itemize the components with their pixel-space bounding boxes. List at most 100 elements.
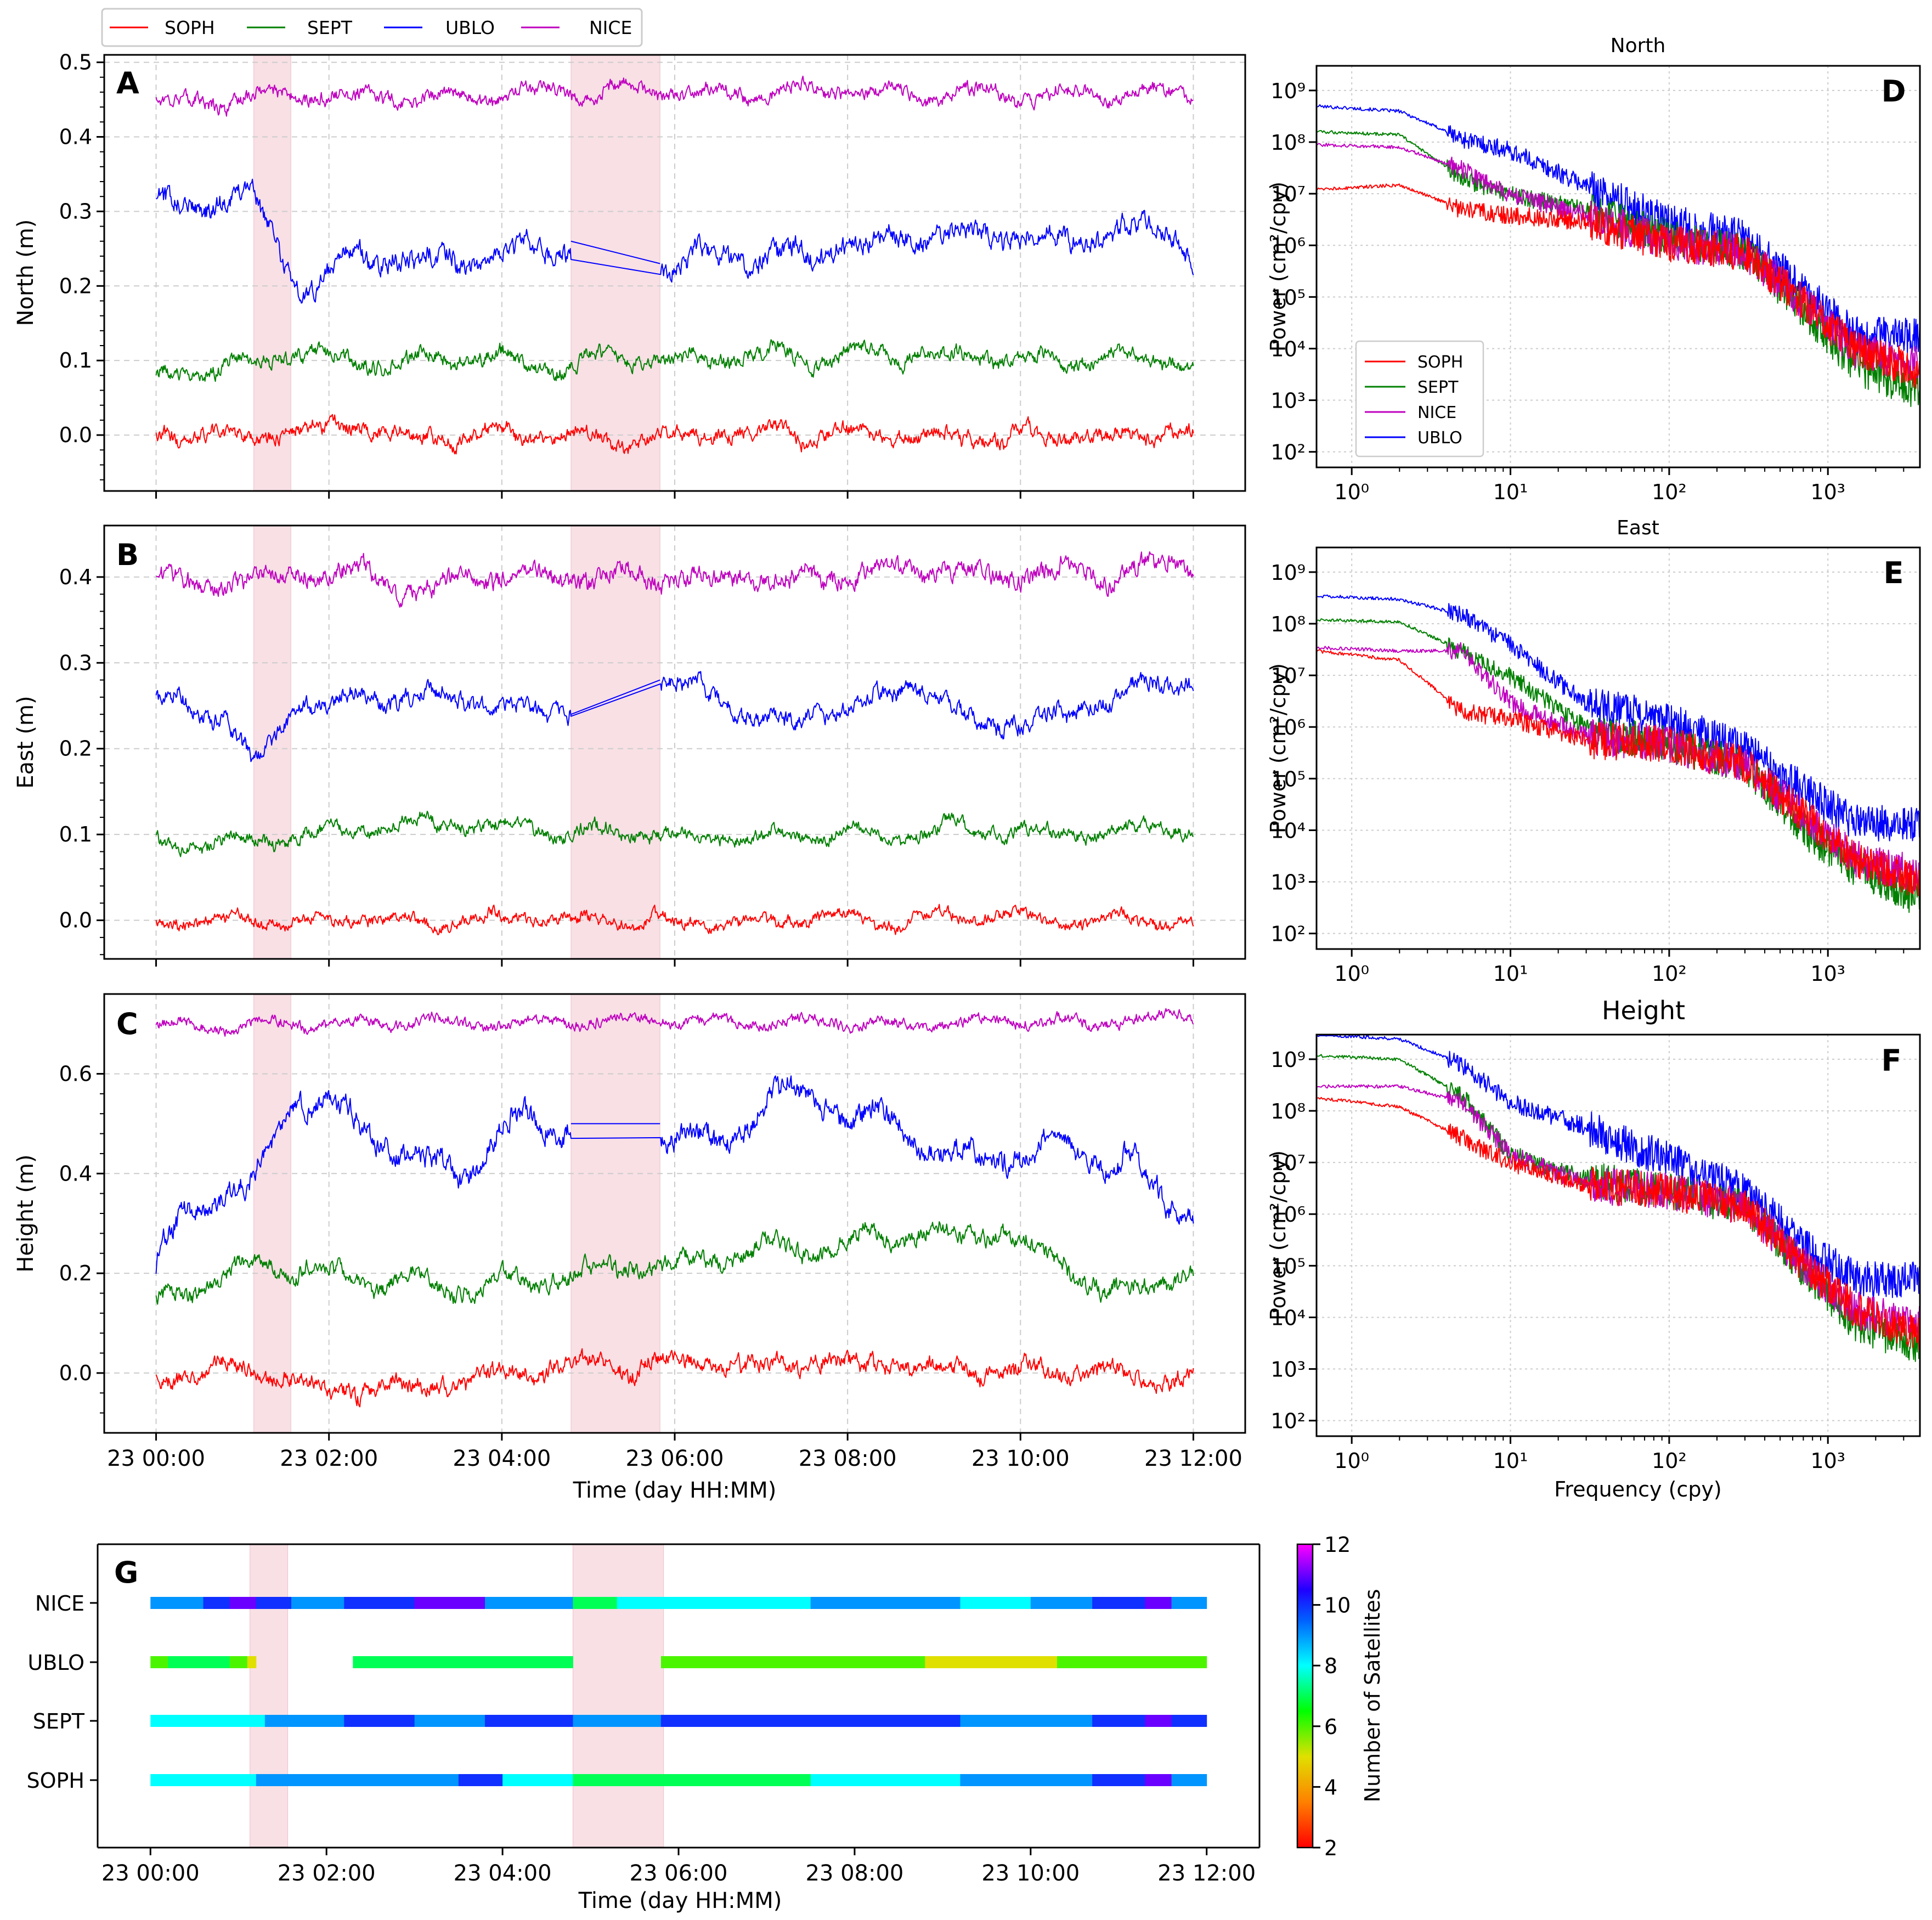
series-line-sept <box>155 810 1194 857</box>
series-line-sept <box>155 1221 1194 1305</box>
ytick-label: 10⁹ <box>1270 561 1306 585</box>
ytick-label: 10⁹ <box>1270 1048 1306 1072</box>
panel-b-shaded-interval-2 <box>570 525 660 959</box>
satellite-bar-nice <box>1171 1597 1207 1609</box>
panel-e-series <box>1316 594 1920 913</box>
psd-line-soph <box>1316 1097 1920 1352</box>
satellite-bar-sept <box>573 1715 662 1727</box>
panel-c-height: 0.00.20.40.6 23 00:00 23 02:00 23 04:00 23 … <box>13 993 1246 1503</box>
panel-g-satellites: NICE UBLO SEPT SOPH 23 00:00 23 02:00 23 04:00… <box>26 1533 1385 1913</box>
xtick-label: 23 10:00 <box>971 1446 1070 1471</box>
legend-label-soph: SOPH <box>165 17 215 38</box>
ytick-label: 10² <box>1270 1409 1306 1433</box>
series-gap-ublo <box>570 679 660 715</box>
panel-c-series <box>155 1008 1194 1408</box>
satellite-bar-nice <box>1092 1597 1145 1609</box>
satellite-bar-soph <box>1092 1774 1145 1786</box>
row-label: SOPH <box>26 1769 84 1793</box>
xtick-label: 23 02:00 <box>278 1861 376 1886</box>
colorbar: 2 4 6 8 10 12 Number of Satellites <box>1296 1533 1385 1860</box>
series-line-ublo <box>155 671 1194 763</box>
ytick-label: 0.4 <box>59 1161 92 1185</box>
panel-a-ylabel: North (m) <box>13 219 38 326</box>
colorbar-ticks: 2 4 6 8 10 12 <box>1313 1533 1351 1860</box>
panel-f-grid <box>1317 1035 1920 1436</box>
ytick-label: 10² <box>1270 441 1306 465</box>
xtick-label: 23 06:00 <box>630 1861 728 1886</box>
satellite-bar-sept <box>960 1715 1093 1727</box>
satellite-bar-ublo <box>925 1656 1058 1668</box>
ytick-label: 10⁸ <box>1270 131 1306 155</box>
ytick-label: 10⁶ <box>1270 1202 1306 1227</box>
panel-b-ylabel: East (m) <box>13 696 38 788</box>
panel-f-series <box>1316 1035 1920 1362</box>
satellite-bar-sept <box>1145 1715 1172 1727</box>
series-line-sept <box>155 339 1194 382</box>
panel-b-east: 0.0 0.1 0.2 0.3 0.4 B East (m) <box>13 524 1246 967</box>
satellite-bar-nice <box>960 1597 1031 1609</box>
xtick-label: 10¹ <box>1493 480 1528 504</box>
ytick-label: 0.1 <box>59 822 92 846</box>
ytick-label: 0.4 <box>59 125 92 149</box>
satellite-bar-sept <box>660 1715 961 1727</box>
panel-g-ticks: NICE UBLO SEPT SOPH 23 00:00 23 02:00 23 04:00… <box>26 1591 1256 1886</box>
satellite-bar-soph <box>660 1774 811 1786</box>
psd-line-nice <box>1316 1084 1920 1336</box>
ytick-label: 10⁶ <box>1270 234 1306 258</box>
psd-line-soph <box>1316 649 1920 896</box>
panel-b-letter: B <box>116 538 139 572</box>
xtick-label: 23 08:00 <box>799 1446 897 1471</box>
series-line-soph <box>155 903 1194 935</box>
satellite-bar-ublo <box>150 1656 168 1668</box>
satellite-bar-nice <box>669 1597 811 1609</box>
colorbar-scale <box>1296 1543 1314 1849</box>
psd-line-sept <box>1316 1054 1920 1362</box>
psd-legend-label-sept: SEPT <box>1417 378 1459 397</box>
ytick-label: 0.2 <box>59 737 92 761</box>
satellite-bar-ublo <box>660 1656 820 1668</box>
legend-label-sept: SEPT <box>307 17 353 38</box>
ytick-label: 10⁵ <box>1270 285 1306 309</box>
ytick-label: 10⁵ <box>1270 1254 1306 1278</box>
ytick-label: 10⁷ <box>1270 664 1306 688</box>
panel-g-bars <box>150 1597 1207 1786</box>
panel-c-xlabel: Time (day HH:MM) <box>573 1478 777 1503</box>
satellite-bar-soph <box>1145 1774 1172 1786</box>
panel-d-title: North <box>1611 35 1666 57</box>
satellite-bar-sept <box>485 1715 573 1727</box>
top-legend: SOPH SEPT UBLO NICE <box>101 8 643 47</box>
psd-line-sept <box>1316 618 1920 913</box>
satellite-bar-nice <box>485 1597 573 1609</box>
series-line-nice <box>155 75 1194 117</box>
panel-f-letter: F <box>1882 1043 1902 1078</box>
panel-d-north-psd: 10⁰ 10¹ 10² 10³ 10² 10³ 10⁴ 10⁵ 10⁶ 10⁷ 10⁸ 10⁹ Nor… <box>1266 35 1921 504</box>
legend-label-nice: NICE <box>589 17 632 38</box>
series-line-nice <box>156 551 1194 608</box>
xtick-label: 10² <box>1652 480 1687 504</box>
satellite-bar-nice <box>617 1597 670 1609</box>
panel-f-frame <box>1315 1034 1921 1437</box>
ytick-label: 0.3 <box>59 651 92 675</box>
ytick-label: 10⁹ <box>1270 79 1306 103</box>
ytick-label: 10⁶ <box>1270 715 1306 739</box>
panel-f-height-psd: 10⁰ 10¹ 10² 10³ 10² 10³ 10⁴ 10⁵ 10⁶ 10⁷ 10⁸ 10⁹ Hei… <box>1266 996 1921 1501</box>
panel-f-ylabel: Power (cm²/cpy) <box>1266 1150 1290 1320</box>
satellite-bar-sept <box>344 1715 415 1727</box>
ytick-label: 10⁵ <box>1270 767 1306 791</box>
legend-frame <box>101 8 643 47</box>
xtick-label: 10⁰ <box>1334 1449 1369 1473</box>
panel-d-series <box>1316 104 1920 407</box>
panel-d-frame <box>1315 65 1921 468</box>
satellite-bar-nice <box>1030 1597 1093 1609</box>
panel-c-shading <box>253 993 660 1433</box>
ytick-label: 0.2 <box>59 1261 92 1285</box>
colorbar-tick-label: 6 <box>1324 1715 1337 1739</box>
xtick-label: 10¹ <box>1493 962 1528 986</box>
panel-e-letter: E <box>1884 556 1904 590</box>
ytick-label: 0.0 <box>59 423 92 447</box>
colorbar-tick-label: 12 <box>1324 1533 1351 1557</box>
ytick-label: 0.5 <box>59 50 92 75</box>
satellite-bar-sept <box>414 1715 485 1727</box>
psd-line-nice <box>1316 642 1920 892</box>
